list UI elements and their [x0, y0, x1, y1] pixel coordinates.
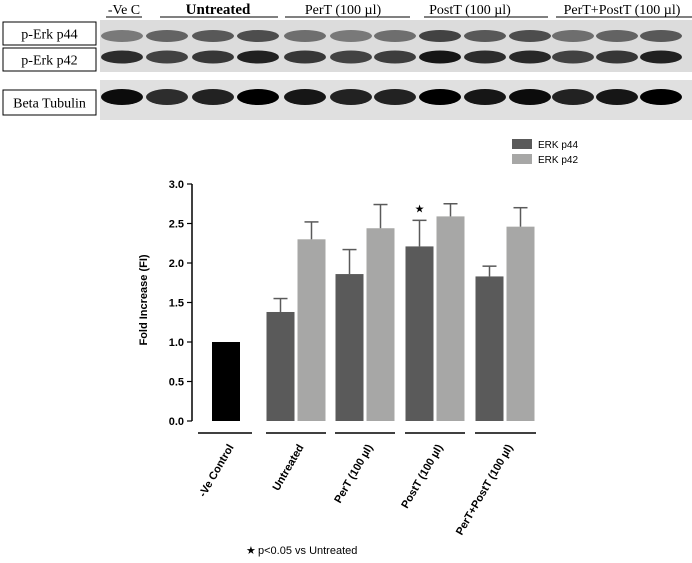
y-tick-label: 0.0	[169, 416, 184, 428]
y-tick-label: 3.0	[169, 179, 184, 191]
band-beta-tubulin	[146, 89, 188, 105]
lane-group-header: PostT (100 µl)	[429, 3, 511, 18]
band-p44	[146, 30, 188, 42]
band-beta-tubulin	[192, 89, 234, 105]
band-p42	[101, 50, 143, 64]
significance-star: ★	[415, 202, 425, 215]
bars	[212, 216, 535, 421]
legend-label: ERK p44	[538, 140, 578, 151]
band-p44	[192, 30, 234, 42]
band-label-box	[2, 47, 97, 72]
blot-membrane-erk	[100, 20, 692, 72]
band-p42	[237, 50, 279, 64]
band-p42	[552, 50, 594, 64]
band-p44	[237, 30, 279, 42]
band-p42	[509, 50, 551, 64]
band-p42	[596, 50, 638, 64]
y-tick-label: 0.5	[169, 377, 184, 389]
band-label: p-Erk p42	[21, 54, 77, 69]
legend-swatch	[512, 139, 532, 149]
western-blot-panel: -Ve C Untreated PerT (100 µl) PostT (100 µl…	[2, 2, 692, 120]
band-beta-tubulin	[596, 89, 638, 105]
band-beta-tubulin	[284, 89, 326, 105]
y-tick-label: 1.5	[169, 298, 184, 310]
x-axis-tick-labels: -Ve Control Untreated PerT (100 µl) PostT (…	[197, 442, 516, 537]
band-p44	[330, 30, 372, 42]
band-p42	[192, 50, 234, 64]
x-tick-label: PostT (100 µl)	[399, 442, 445, 510]
lane-group-header: PerT+PostT (100 µl)	[564, 3, 681, 18]
bar-erk-p42	[297, 239, 326, 421]
lane-group-header: -Ve C	[108, 3, 140, 18]
legend-label: ERK p42	[538, 155, 578, 166]
band-p42	[374, 50, 416, 64]
band-p42	[640, 50, 682, 64]
axes	[191, 184, 536, 434]
band-p42	[146, 50, 188, 64]
band-p44	[552, 30, 594, 42]
lane-group-header: Untreated	[186, 2, 251, 18]
band-beta-tubulin	[509, 89, 551, 105]
bar-erk-p44	[475, 276, 504, 421]
y-tick-label: 2.5	[169, 219, 184, 231]
band-label: Beta Tubulin	[13, 97, 86, 112]
band-p44	[509, 30, 551, 42]
band-p44	[596, 30, 638, 42]
y-axis-label: Fold Increase (FI)	[138, 254, 150, 345]
band-p44	[284, 30, 326, 42]
band-p42	[284, 50, 326, 64]
band-beta-tubulin	[237, 89, 279, 105]
bar-erk-p44	[266, 311, 295, 421]
band-p42	[419, 50, 461, 64]
footnote-text: p<0.05 vs Untreated	[258, 545, 357, 557]
band-beta-tubulin	[101, 89, 143, 105]
legend: ERK p44 ERK p42	[512, 139, 578, 166]
bar-erk-p42	[366, 228, 395, 421]
band-beta-tubulin	[419, 89, 461, 105]
y-tick-label: 2.0	[169, 258, 184, 270]
band-beta-tubulin	[552, 89, 594, 105]
significance-marks: ★	[415, 202, 425, 215]
band-p44	[464, 30, 506, 42]
bar-chart: Fold Increase (FI) 0.0 0.5 1.0 1.5 2.0 2.5 3.0…	[138, 139, 578, 557]
blot-lanes	[100, 20, 692, 120]
band-label-box	[2, 89, 97, 116]
footnote: ★ p<0.05 vs Untreated	[246, 544, 357, 557]
lane-group-headers: -Ve C Untreated PerT (100 µl) PostT (100 µl…	[108, 2, 681, 18]
y-tick-label: 1.0	[169, 337, 184, 349]
x-tick-label: Untreated	[271, 443, 307, 493]
x-tick-label: PerT+PostT (100 µl)	[454, 442, 516, 537]
bar-erk-p42	[506, 226, 535, 421]
footnote-star: ★	[246, 544, 256, 557]
band-label-boxes: p-Erk p44 p-Erk p42 Beta Tubulin	[2, 21, 97, 116]
bar-erk-p42	[436, 216, 465, 421]
legend-swatch	[512, 154, 532, 164]
band-label-box	[2, 21, 97, 46]
bar-control	[212, 342, 240, 421]
band-p44	[640, 30, 682, 42]
band-p44	[374, 30, 416, 42]
error-bars	[273, 203, 528, 312]
x-tick-label: PerT (100 µl)	[332, 442, 375, 505]
bar-erk-p44	[405, 246, 434, 421]
band-p44	[419, 30, 461, 42]
band-beta-tubulin	[640, 89, 682, 105]
band-p42	[330, 50, 372, 64]
band-p44	[101, 30, 143, 42]
x-tick-label: -Ve Control	[197, 443, 237, 500]
bar-erk-p44	[335, 274, 364, 421]
lane-group-header: PerT (100 µl)	[305, 3, 382, 18]
band-label: p-Erk p44	[21, 28, 77, 43]
band-beta-tubulin	[464, 89, 506, 105]
band-beta-tubulin	[374, 89, 416, 105]
y-axis-ticks: 0.0 0.5 1.0 1.5 2.0 2.5 3.0	[169, 179, 192, 428]
band-p42	[464, 50, 506, 64]
band-beta-tubulin	[330, 89, 372, 105]
